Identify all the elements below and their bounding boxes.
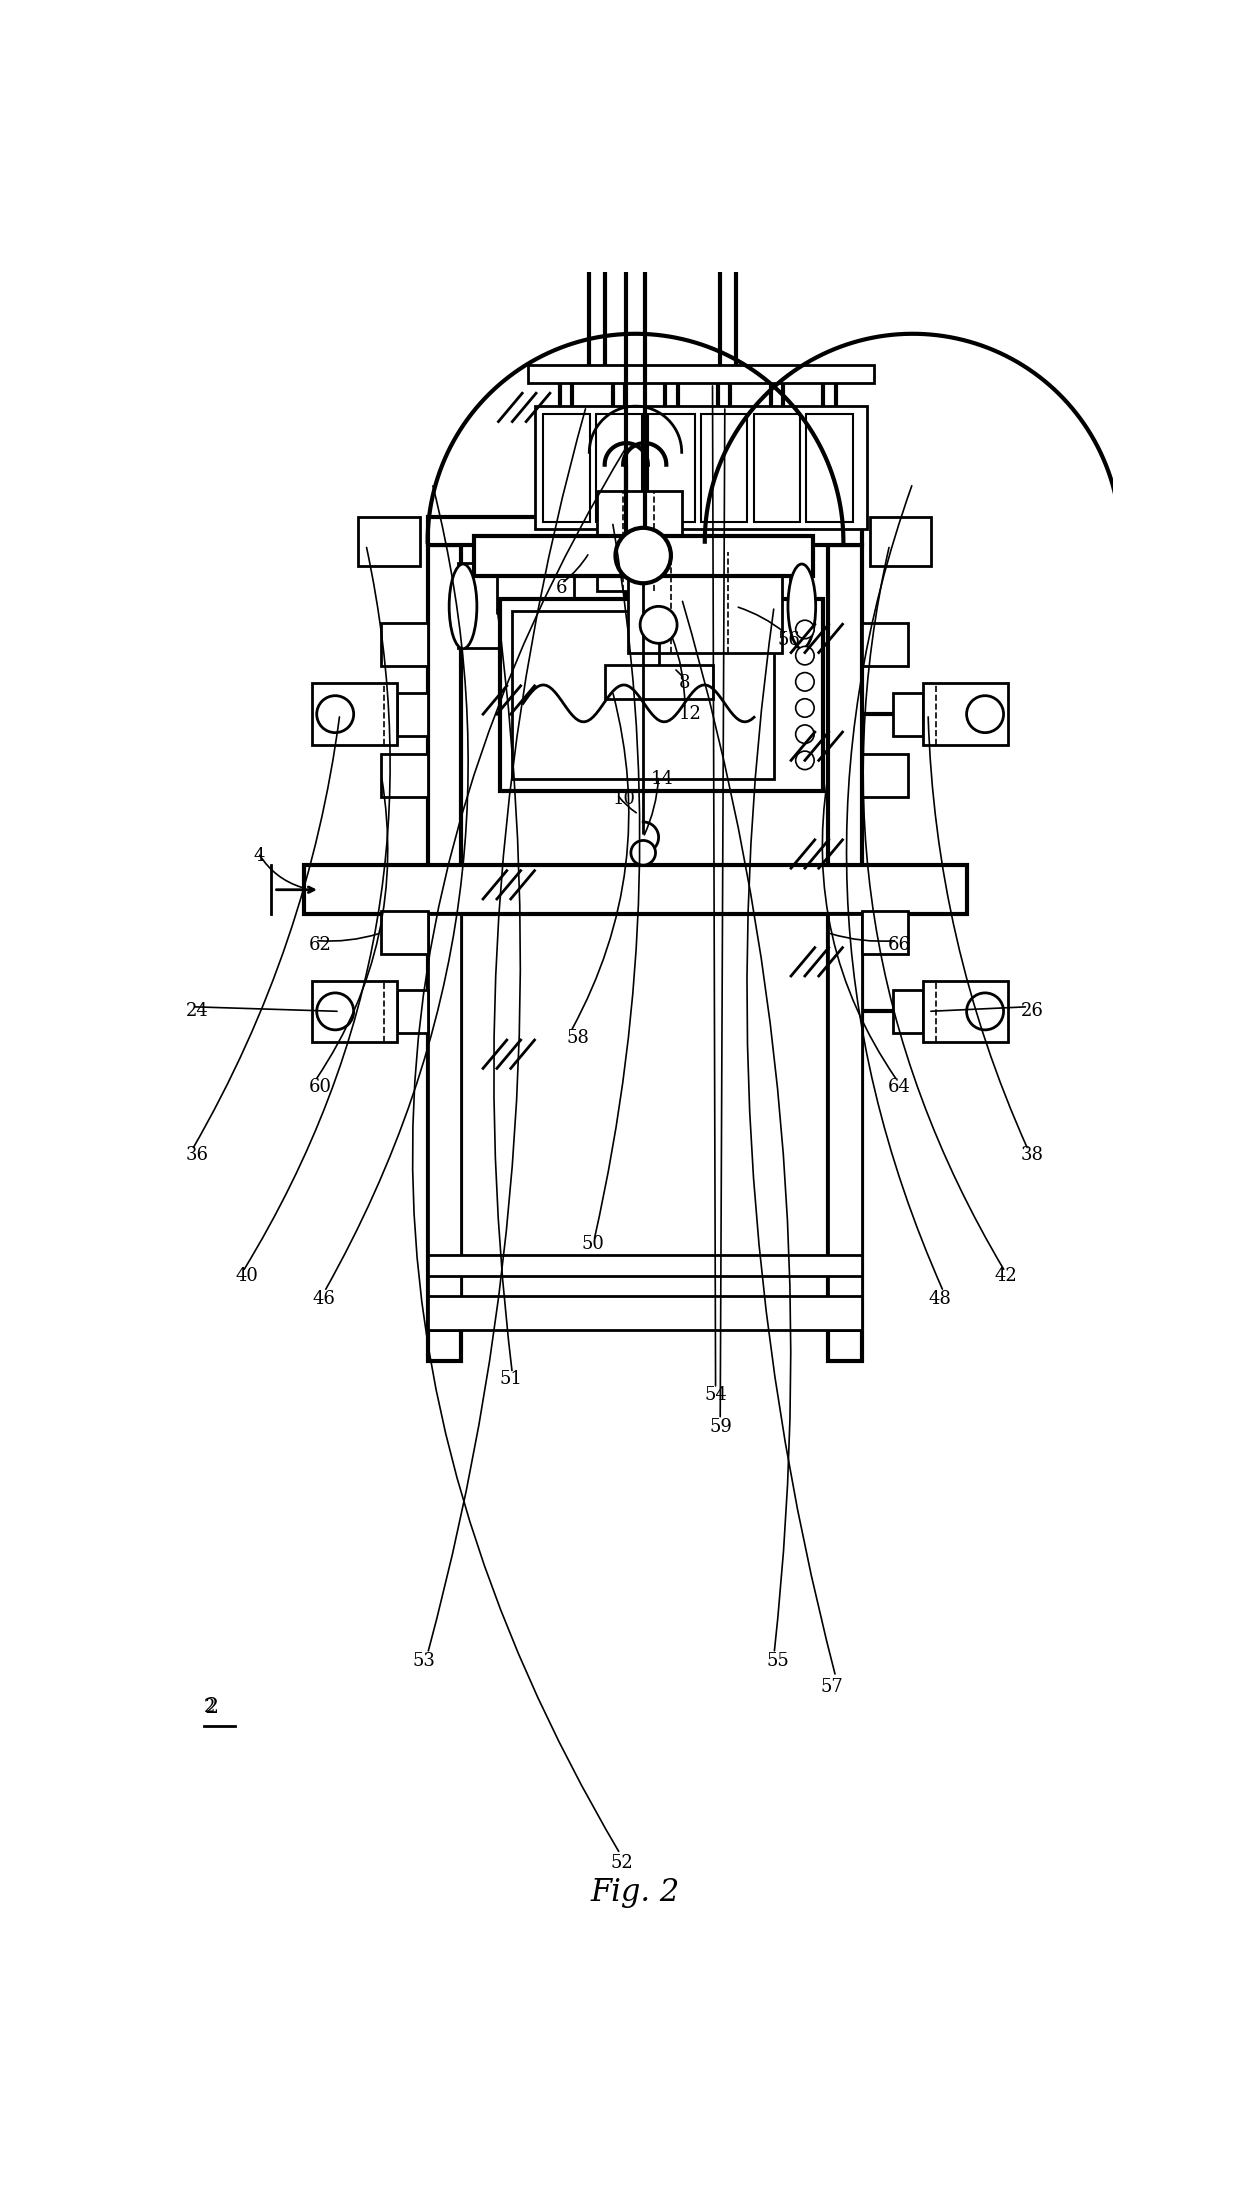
Text: 10: 10 bbox=[613, 789, 635, 809]
Circle shape bbox=[640, 606, 677, 644]
Text: 38: 38 bbox=[1021, 1146, 1044, 1164]
Bar bbox=[397, 990, 428, 1034]
Text: 66: 66 bbox=[888, 937, 911, 954]
Text: 26: 26 bbox=[1021, 1003, 1043, 1020]
Text: 54: 54 bbox=[704, 1386, 728, 1404]
Bar bbox=[893, 692, 924, 736]
Text: 24: 24 bbox=[186, 1003, 208, 1020]
Text: 57: 57 bbox=[821, 1679, 843, 1697]
Text: Fig. 2: Fig. 2 bbox=[591, 1878, 680, 1909]
Bar bbox=[428, 915, 461, 1331]
Bar bbox=[862, 910, 908, 954]
Bar bbox=[627, 553, 781, 652]
Bar bbox=[397, 692, 428, 736]
Bar bbox=[500, 599, 823, 791]
Bar bbox=[649, 414, 694, 522]
Text: 6: 6 bbox=[556, 580, 567, 597]
Bar bbox=[382, 624, 428, 666]
Bar bbox=[536, 406, 867, 529]
Bar bbox=[382, 910, 428, 954]
Circle shape bbox=[796, 646, 815, 666]
Bar bbox=[474, 536, 812, 575]
Text: 12: 12 bbox=[678, 705, 702, 723]
Text: 56: 56 bbox=[777, 630, 800, 650]
Text: 55: 55 bbox=[766, 1653, 789, 1671]
Circle shape bbox=[316, 696, 353, 732]
Bar bbox=[428, 1296, 862, 1331]
Bar bbox=[543, 414, 589, 522]
Bar bbox=[528, 364, 874, 383]
Bar bbox=[312, 981, 397, 1042]
Text: 40: 40 bbox=[236, 1267, 258, 1285]
Bar bbox=[595, 414, 642, 522]
Text: 51: 51 bbox=[500, 1371, 523, 1389]
Text: 48: 48 bbox=[928, 1289, 951, 1309]
Bar bbox=[689, 564, 805, 648]
Text: 4: 4 bbox=[253, 846, 265, 864]
Bar bbox=[924, 683, 1008, 745]
Circle shape bbox=[796, 752, 815, 769]
Bar bbox=[428, 544, 461, 1360]
Bar bbox=[862, 624, 908, 666]
Bar bbox=[893, 990, 924, 1034]
Text: 36: 36 bbox=[186, 1146, 208, 1164]
Bar bbox=[459, 564, 574, 648]
Text: 60: 60 bbox=[309, 1078, 332, 1095]
Text: 14: 14 bbox=[651, 769, 673, 787]
Circle shape bbox=[316, 992, 353, 1029]
Circle shape bbox=[796, 672, 815, 692]
Bar bbox=[428, 1254, 862, 1276]
Bar bbox=[605, 666, 713, 699]
Circle shape bbox=[796, 619, 815, 639]
Text: 42: 42 bbox=[994, 1267, 1017, 1285]
Circle shape bbox=[631, 840, 656, 866]
Circle shape bbox=[796, 699, 815, 716]
Text: 50: 50 bbox=[582, 1234, 604, 1252]
Circle shape bbox=[967, 992, 1003, 1029]
Circle shape bbox=[967, 696, 1003, 732]
Bar bbox=[828, 915, 862, 1331]
Bar bbox=[312, 683, 397, 745]
Bar bbox=[828, 544, 862, 1360]
Text: 46: 46 bbox=[312, 1289, 335, 1309]
Text: 64: 64 bbox=[888, 1078, 911, 1095]
Ellipse shape bbox=[787, 564, 816, 648]
Bar bbox=[754, 414, 800, 522]
Text: 58: 58 bbox=[567, 1029, 589, 1047]
Text: 8: 8 bbox=[678, 674, 691, 692]
Text: 62: 62 bbox=[309, 937, 332, 954]
Bar bbox=[358, 518, 420, 566]
Bar bbox=[701, 414, 748, 522]
Circle shape bbox=[796, 725, 815, 743]
Bar bbox=[512, 611, 774, 778]
Text: 2: 2 bbox=[205, 1697, 218, 1719]
Text: 59: 59 bbox=[709, 1417, 733, 1437]
Bar bbox=[862, 754, 908, 798]
Circle shape bbox=[615, 527, 671, 584]
Text: 2: 2 bbox=[205, 1699, 216, 1717]
Bar bbox=[869, 518, 931, 566]
Bar bbox=[428, 518, 862, 544]
Text: 52: 52 bbox=[611, 1854, 634, 1871]
Ellipse shape bbox=[449, 564, 477, 648]
Bar bbox=[596, 491, 682, 591]
Bar bbox=[924, 981, 1008, 1042]
Bar bbox=[304, 866, 967, 915]
Bar bbox=[806, 414, 853, 522]
Bar bbox=[382, 754, 428, 798]
Text: 53: 53 bbox=[412, 1653, 435, 1671]
